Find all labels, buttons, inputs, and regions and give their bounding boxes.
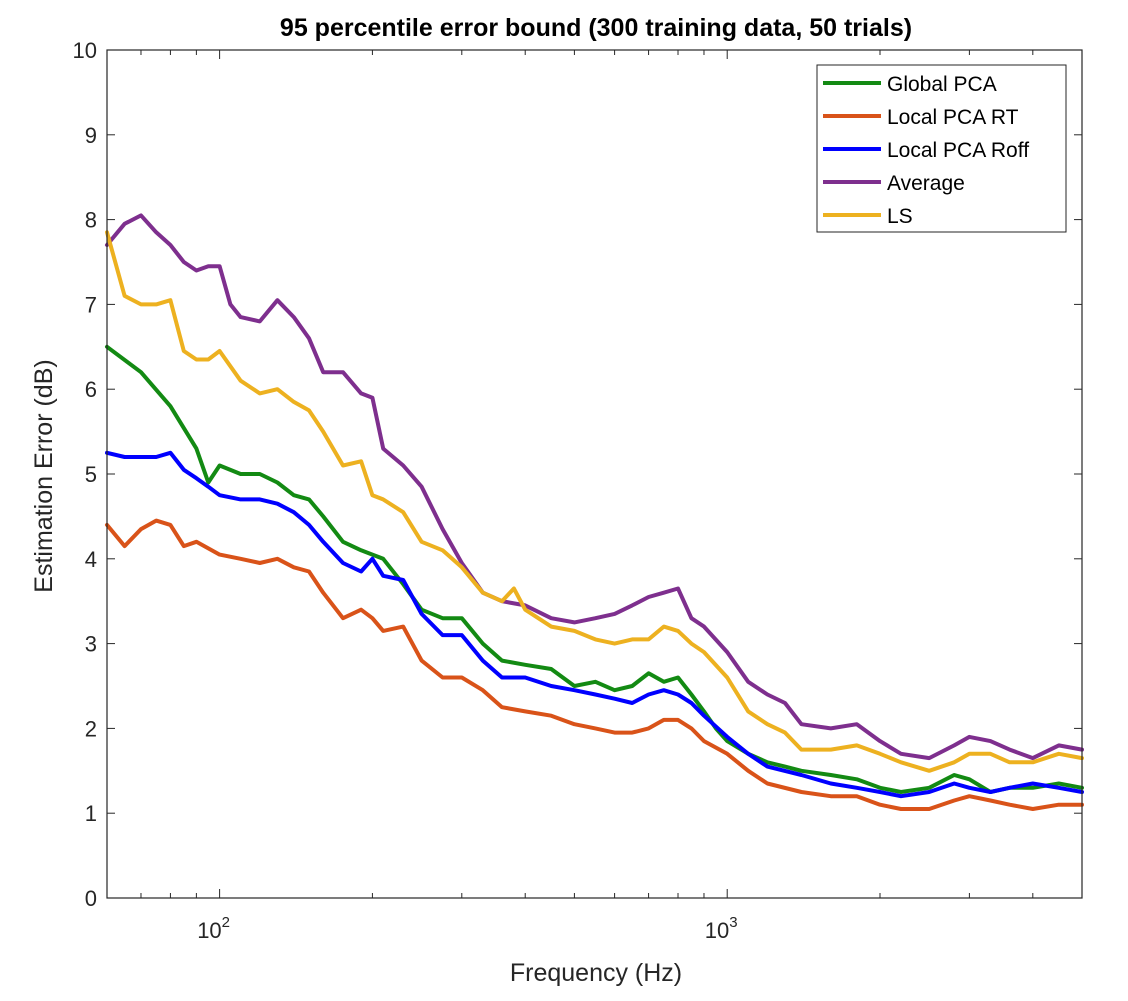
series-line-local-pca-rt bbox=[105, 518, 1084, 811]
x-tick-exponent: 3 bbox=[729, 914, 737, 931]
y-tick-label: 0 bbox=[85, 886, 97, 911]
plot-series bbox=[105, 213, 1084, 811]
y-tick-label: 10 bbox=[73, 38, 97, 63]
x-tick-base: 10 bbox=[705, 918, 729, 943]
y-tick-label: 9 bbox=[85, 123, 97, 148]
plot-frame bbox=[106, 49, 1083, 899]
x-tick-label: 103 bbox=[705, 914, 738, 943]
y-axis-label: Estimation Error (dB) bbox=[30, 359, 58, 592]
x-tick-exponent: 2 bbox=[222, 914, 230, 931]
legend-label-local-pca-roff: Local PCA Roff bbox=[887, 139, 1029, 162]
legend-label-local-pca-rt: Local PCA RT bbox=[887, 106, 1019, 129]
legend-label-global-pca: Global PCA bbox=[887, 73, 997, 96]
y-tick-label: 4 bbox=[85, 547, 97, 572]
y-tick-label: 5 bbox=[85, 462, 97, 487]
series-line-average bbox=[105, 213, 1084, 761]
y-tick-label: 6 bbox=[85, 377, 97, 402]
y-tick-label: 7 bbox=[85, 292, 97, 317]
chart-title: 95 percentile error bound (300 training … bbox=[280, 14, 912, 42]
series-line-local-pca-roff bbox=[105, 450, 1084, 799]
legend-label-ls: LS bbox=[887, 205, 913, 228]
x-axis-label: Frequency (Hz) bbox=[510, 959, 682, 987]
x-tick-label: 102 bbox=[197, 914, 230, 943]
y-tick-label: 2 bbox=[85, 716, 97, 741]
legend-label-average: Average bbox=[887, 172, 965, 195]
series-line-global-pca bbox=[105, 344, 1084, 794]
y-tick-label: 3 bbox=[85, 632, 97, 657]
legend: Global PCA Local PCA RT Local PCA Roff Aver… bbox=[816, 64, 1067, 233]
y-tick-label: 8 bbox=[85, 208, 97, 233]
series-line-ls bbox=[105, 230, 1084, 773]
y-tick-label: 1 bbox=[85, 801, 97, 826]
x-tick-base: 10 bbox=[197, 918, 221, 943]
